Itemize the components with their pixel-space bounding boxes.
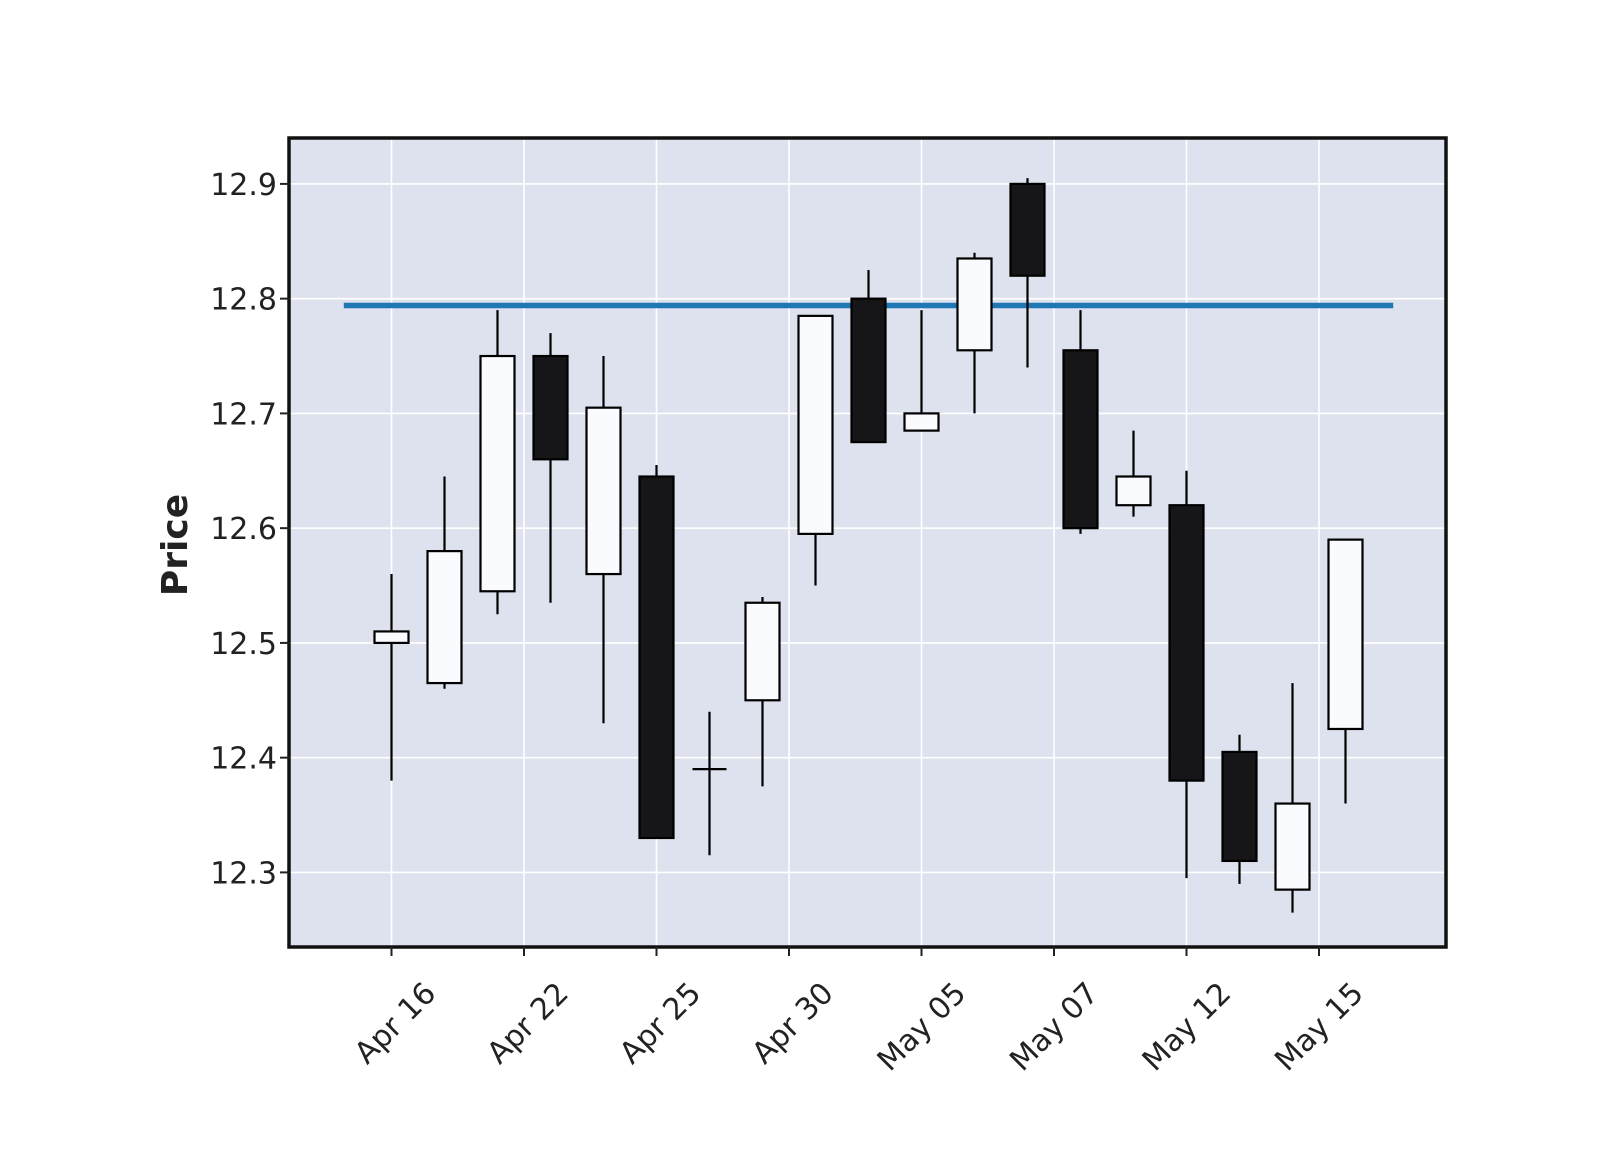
y-tick-label: 12.7 [210,397,277,432]
candle-body-down [1062,349,1099,530]
x-tick-label: May 05 [871,976,973,1078]
candle-body-up [479,354,516,593]
candle-10 [903,310,940,432]
y-tick-label: 12.9 [210,168,277,203]
candle-17 [1274,683,1311,913]
x-tick-label: May 15 [1268,976,1370,1078]
candle-body-up [956,257,993,352]
plot-background [289,138,1446,947]
candle-body-up [1115,475,1152,507]
candle-body-up [1274,802,1311,891]
x-tick-label: Apr 25 [613,976,708,1071]
candle-15 [1168,470,1205,879]
candle-1 [426,476,463,689]
y-tick-label: 12.3 [210,856,277,891]
y-axis: 12.3 12.4 12.5 12.6 12.7 12.8 12.9 [210,168,289,891]
candles-layer [373,178,1364,913]
candle-body-up [744,601,781,702]
y-axis-title: Price [155,494,196,596]
candle-body-up [903,412,940,432]
candle-8 [797,314,834,586]
x-tick-label: Apr 16 [348,976,443,1071]
candle-5 [638,465,675,840]
candle-14 [1115,430,1152,517]
x-tick-label: May 12 [1136,976,1238,1078]
y-tick-label: 12.8 [210,283,277,318]
x-tick-label: Apr 22 [480,976,575,1071]
candle-2 [479,310,516,615]
candle-13 [1062,310,1099,534]
y-tick-label: 12.4 [210,742,277,777]
candle-body-down [1168,504,1205,782]
candle-body-down [1009,182,1046,277]
x-tick-label: May 07 [1003,976,1105,1078]
x-tick-label: Apr 30 [745,976,840,1071]
candle-4 [585,356,622,724]
candle-6 [692,711,727,856]
candle-16 [1221,734,1258,884]
candle-7 [744,597,781,787]
candle-body-down [1221,750,1258,863]
candle-body-down [638,475,675,840]
candle-12 [1009,178,1046,368]
candle-9 [850,269,887,444]
candle-body-up [373,630,410,645]
candle-18 [1327,538,1364,804]
candle-body-up [426,550,463,685]
candle-11 [956,252,993,414]
candle-body-up [585,406,622,576]
candle-body-down [850,297,887,444]
candle-body-down [532,354,569,461]
candle-body-up [797,314,834,535]
y-tick-label: 12.5 [210,627,277,662]
candle-0 [373,574,410,781]
y-tick-label: 12.6 [210,512,277,547]
candle-3 [532,333,569,603]
x-axis: Apr 16 Apr 22 Apr 25 Apr 30 May 05 May 07 May … [348,947,1371,1078]
candle-body-up [1327,538,1364,731]
plot-frame [287,136,1448,949]
